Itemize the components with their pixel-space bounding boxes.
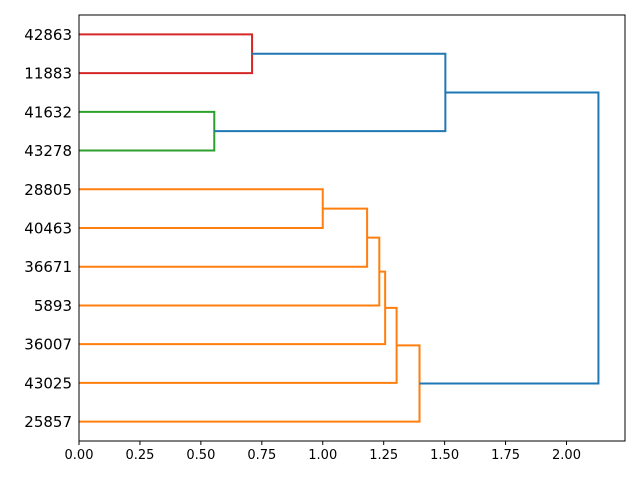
x-tick-label: 0.75: [247, 448, 276, 463]
x-tick-label: 1.00: [308, 448, 337, 463]
plot-frame: [78, 14, 626, 442]
leaf-label: 36671: [24, 258, 72, 276]
leaf-label: 36007: [24, 336, 72, 354]
leaf-label: 11883: [24, 65, 72, 83]
x-tick-label: 1.75: [491, 448, 520, 463]
x-tick-label: 1.50: [430, 448, 459, 463]
leaf-label: 40463: [24, 220, 72, 238]
x-tick-label: 0.50: [186, 448, 215, 463]
dendrogram-link-M9: [419, 91, 600, 385]
leaf-label: 41632: [24, 103, 72, 121]
x-tick-label: 1.25: [369, 448, 398, 463]
leaf-label: 43278: [24, 142, 72, 160]
leaf-label: 25857: [24, 413, 72, 431]
x-tick-label: 0.00: [65, 448, 94, 463]
leaf-label: 43025: [24, 374, 72, 392]
leaf-label: 28805: [24, 181, 72, 199]
leaf-label: 42863: [24, 26, 72, 44]
x-tick-label: 2.00: [552, 448, 581, 463]
leaf-label: 5893: [34, 297, 72, 315]
x-tick-label: 0.25: [125, 448, 154, 463]
